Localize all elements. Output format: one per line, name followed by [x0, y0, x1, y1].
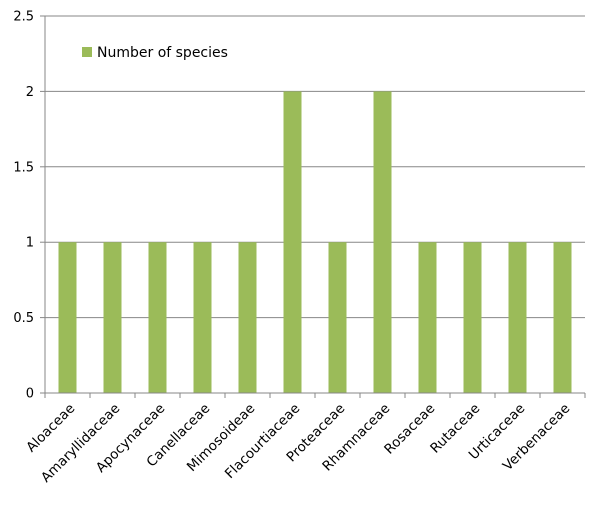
- bar: [148, 242, 167, 393]
- gridlines: [40, 15, 585, 394]
- axes: [44, 16, 586, 398]
- y-tick-labels: 0 0.5 1 1.5 2 2.5: [13, 10, 34, 402]
- bar: [328, 242, 347, 393]
- bar: [283, 91, 302, 394]
- bar: [418, 242, 437, 393]
- bars: [58, 91, 572, 394]
- bar: [103, 242, 122, 393]
- legend-label: Number of species: [97, 45, 228, 61]
- y-tick-label: 0.5: [13, 311, 34, 326]
- bar: [463, 242, 482, 393]
- y-tick-label: 1.5: [13, 160, 34, 175]
- legend: Number of species: [82, 45, 228, 61]
- legend-swatch: [82, 47, 92, 57]
- y-tick-label: 0: [26, 387, 34, 402]
- x-tick-labels: AloaceaeAmaryllidaceaeApocynaceaeCanella…: [23, 401, 573, 486]
- bar: [193, 242, 212, 393]
- x-tick-label: Amaryllidaceae: [38, 401, 123, 486]
- y-tick-label: 1: [26, 236, 34, 251]
- bar: [373, 91, 392, 394]
- bar: [553, 242, 572, 393]
- bar: [508, 242, 527, 393]
- y-tick-label: 2.5: [13, 10, 34, 25]
- y-tick-label: 2: [26, 85, 34, 100]
- bar: [238, 242, 257, 393]
- bar: [58, 242, 77, 393]
